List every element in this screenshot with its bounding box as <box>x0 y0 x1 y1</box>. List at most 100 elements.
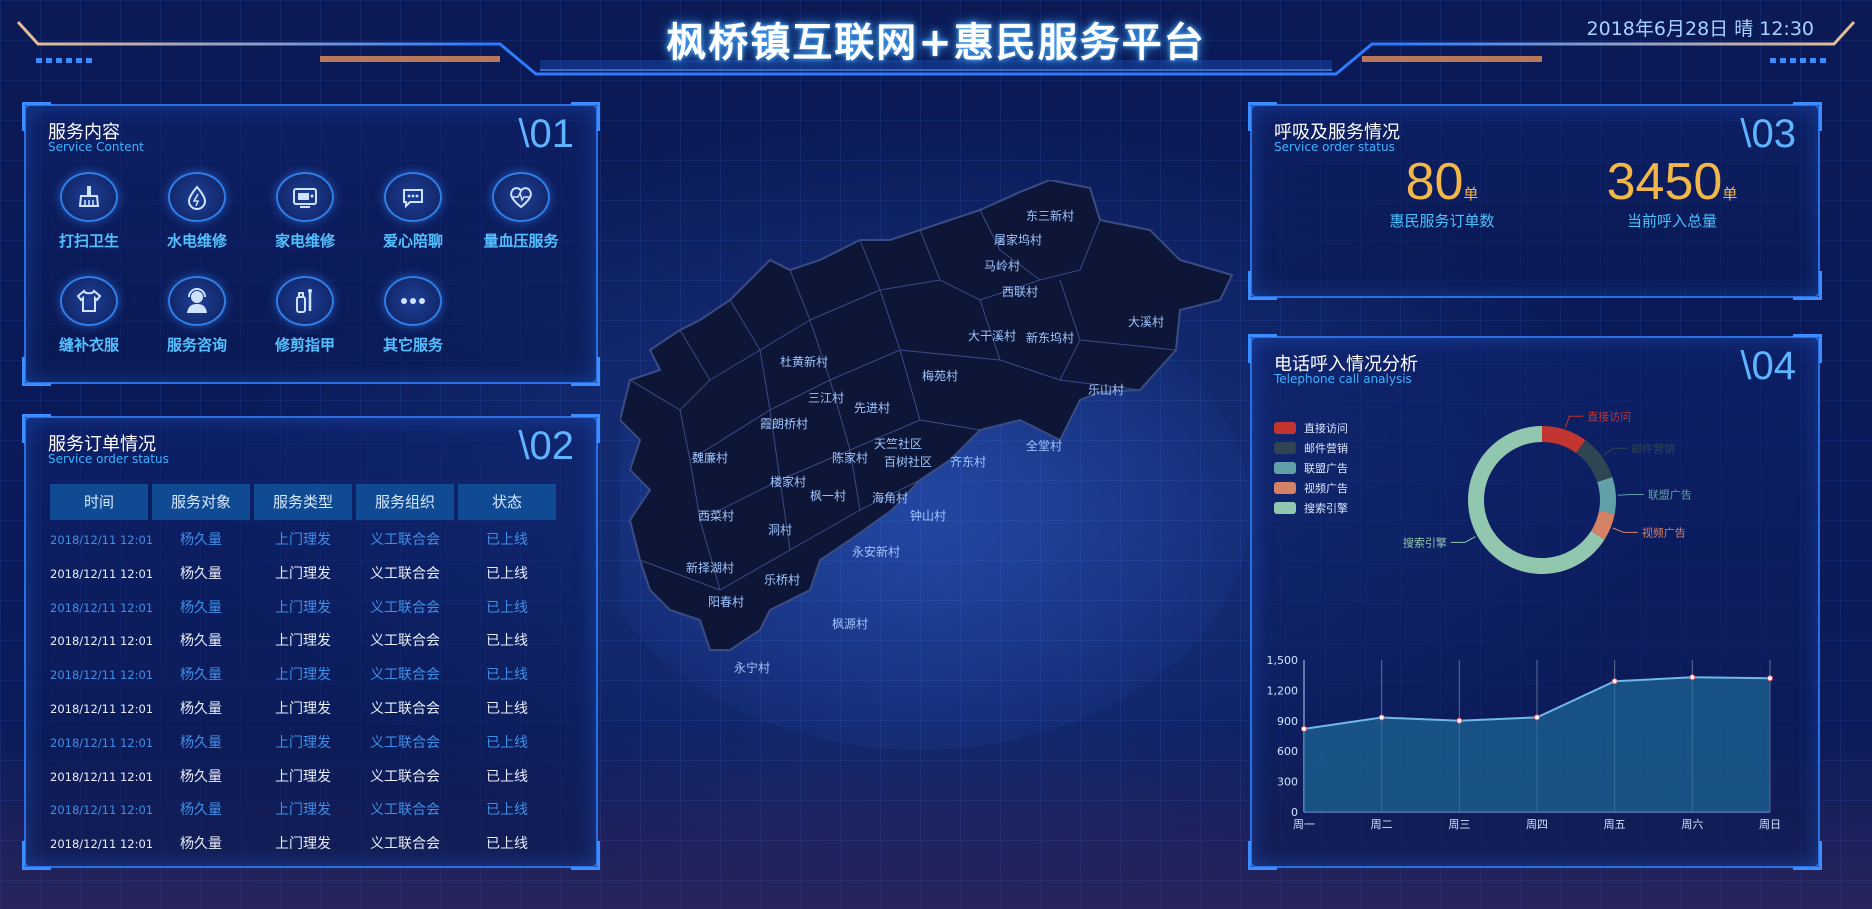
service-item-other[interactable]: 其它服务 <box>368 276 458 355</box>
map-village-label[interactable]: 齐东村 <box>950 454 986 469</box>
service-item-sewing[interactable]: 缝补衣服 <box>44 276 134 355</box>
table-row[interactable]: 2018/12/11 12:01 杨久量 上门理发 义工联合会 已上线 <box>50 695 556 723</box>
nail-clipper-icon <box>296 289 312 313</box>
service-item-blood-pressure[interactable]: 量血压服务 <box>476 172 566 251</box>
map-village-label[interactable]: 永安新村 <box>852 544 900 559</box>
service-item-chat[interactable]: 爱心陪聊 <box>368 172 458 251</box>
map-village-label[interactable]: 乐桥村 <box>764 573 800 587</box>
map-village-label[interactable]: 阳春村 <box>708 595 744 609</box>
map-village-label[interactable]: 西菜村 <box>698 509 734 523</box>
map-village-label[interactable]: 梅苑村 <box>922 368 958 383</box>
donut-slice[interactable] <box>1590 510 1615 540</box>
panel-corner <box>1248 841 1277 870</box>
table-row[interactable]: 2018/12/11 12:01 杨久量 上门理发 义工联合会 已上线 <box>50 661 556 689</box>
chat-bubble-icon <box>403 189 423 209</box>
table-row[interactable]: 2018/12/11 12:01 杨久量 上门理发 义工联合会 已上线 <box>50 763 556 791</box>
service-item-nail[interactable]: 修剪指甲 <box>260 276 350 355</box>
table-cell: 杨久量 <box>180 701 222 717</box>
service-label: 服务咨询 <box>166 336 227 354</box>
map-village-label[interactable]: 枫源村 <box>832 616 868 631</box>
legend-item[interactable]: 搜索引擎 <box>1274 498 1348 518</box>
column-header: 时间 <box>50 484 148 520</box>
legend-swatch <box>1274 502 1296 514</box>
panel-corner <box>571 102 600 131</box>
data-point[interactable] <box>1767 675 1773 682</box>
data-point[interactable] <box>1456 717 1463 724</box>
map-village-label[interactable]: 魏廉村 <box>692 450 728 465</box>
map-village-label[interactable]: 洞村 <box>768 523 792 537</box>
area-fill <box>1304 677 1770 812</box>
service-item-appliance[interactable]: 家电维修 <box>260 172 350 251</box>
legend-item[interactable]: 直接访问 <box>1274 418 1348 438</box>
map-village-label[interactable]: 枫一村 <box>810 488 846 503</box>
map-village-label[interactable]: 新择湖村 <box>686 560 734 575</box>
calls-panel-title: 呼吸及服务情况 <box>1274 122 1400 143</box>
donut-slice[interactable] <box>1542 426 1586 454</box>
map-village-label[interactable]: 屠家坞村 <box>994 232 1042 247</box>
panel-corner <box>1248 102 1277 131</box>
panel-corner <box>22 357 51 386</box>
y-tick-label: 0 <box>1291 806 1298 819</box>
table-cell: 2018/12/11 12:01 <box>50 803 154 818</box>
map-village-label[interactable]: 海角村 <box>872 490 908 505</box>
table-row[interactable]: 2018/12/11 12:01 杨久量 上门理发 义工联合会 已上线 <box>50 830 556 858</box>
data-point[interactable] <box>1611 678 1618 685</box>
map-village-label[interactable]: 马岭村 <box>984 259 1020 273</box>
stat-caption: 惠民服务订单数 <box>1389 212 1495 230</box>
map-village-label[interactable]: 陈家村 <box>832 450 868 465</box>
table-row[interactable]: 2018/12/11 12:01 杨久量 上门理发 义工联合会 已上线 <box>50 560 556 588</box>
map-village-label[interactable]: 先进村 <box>854 401 890 415</box>
y-tick-label: 900 <box>1277 715 1298 728</box>
data-point[interactable] <box>1301 725 1307 732</box>
map-village-label[interactable]: 全堂村 <box>1026 438 1062 453</box>
table-cell: 上门理发 <box>275 768 331 785</box>
map-village-label[interactable]: 大溪村 <box>1128 315 1164 329</box>
table-cell: 上门理发 <box>275 836 331 853</box>
table-cell: 已上线 <box>486 768 528 785</box>
map-village-label[interactable]: 新东坞村 <box>1026 330 1074 345</box>
legend-item[interactable]: 联盟广告 <box>1274 458 1348 478</box>
analysis-panel-title: 电话呼入情况分析 <box>1274 354 1418 375</box>
table-row[interactable]: 2018/12/11 12:01 杨久量 上门理发 义工联合会 已上线 <box>50 729 556 757</box>
table-row[interactable]: 2018/12/11 12:01 杨久量 上门理发 义工联合会 已上线 <box>50 526 556 554</box>
table-cell: 上门理发 <box>275 633 331 650</box>
donut-slice[interactable] <box>1597 477 1616 514</box>
table-row[interactable]: 2018/12/11 12:01 杨久量 上门理发 义工联合会 已上线 <box>50 594 556 622</box>
map-village-label[interactable]: 楼家村 <box>770 474 806 489</box>
service-label: 缝补衣服 <box>58 336 119 354</box>
analysis-panel-subtitle: Telephone call analysis <box>1274 372 1412 386</box>
map-village-label[interactable]: 东三新村 <box>1026 208 1074 223</box>
map-village-label[interactable]: 三江村 <box>808 391 844 405</box>
orders-panel: 服务订单情况 Service order status \02 时间 服务对象 … <box>22 414 600 870</box>
service-item-consulting[interactable]: 服务咨询 <box>152 276 242 355</box>
data-point[interactable] <box>1378 714 1385 721</box>
service-item-cleaning[interactable]: 打扫卫生 <box>44 172 134 251</box>
legend-label: 视频广告 <box>1304 482 1348 495</box>
customer-service-icon <box>187 288 207 313</box>
table-row[interactable]: 2018/12/11 12:01 杨久量 上门理发 义工联合会 已上线 <box>50 627 556 655</box>
table-cell: 杨久量 <box>180 532 222 548</box>
map-village-label[interactable]: 永宁村 <box>734 660 770 675</box>
map-village-label[interactable]: 西联村 <box>1002 285 1038 299</box>
tv-icon <box>293 188 317 208</box>
table-row[interactable]: 2018/12/11 12:01 杨久量 上门理发 义工联合会 已上线 <box>50 796 556 824</box>
service-item-plumbing[interactable]: 水电维修 <box>152 172 242 251</box>
map-village-label[interactable]: 霞朗桥村 <box>760 417 808 431</box>
map-village-label[interactable]: 钟山村 <box>910 508 946 523</box>
map-village-label[interactable]: 大干溪村 <box>968 329 1016 343</box>
legend-item[interactable]: 邮件营销 <box>1274 438 1348 458</box>
data-point[interactable] <box>1534 714 1540 721</box>
table-cell: 杨久量 <box>180 734 222 751</box>
stat-caption: 当前呼入总量 <box>1626 212 1717 230</box>
header-frame <box>16 20 1856 76</box>
map-village-label[interactable]: 百树社区 <box>884 454 932 469</box>
data-point[interactable] <box>1689 674 1696 681</box>
donut-label-line <box>1612 527 1638 533</box>
donut-slice[interactable] <box>1576 440 1613 483</box>
table-cell: 杨久量 <box>180 802 222 819</box>
map-village-label[interactable]: 天竺社区 <box>874 436 922 451</box>
map-village-label[interactable]: 杜黄新村 <box>780 354 828 369</box>
map-village-label[interactable]: 乐山村 <box>1088 383 1124 397</box>
legend-item[interactable]: 视频广告 <box>1274 478 1348 498</box>
